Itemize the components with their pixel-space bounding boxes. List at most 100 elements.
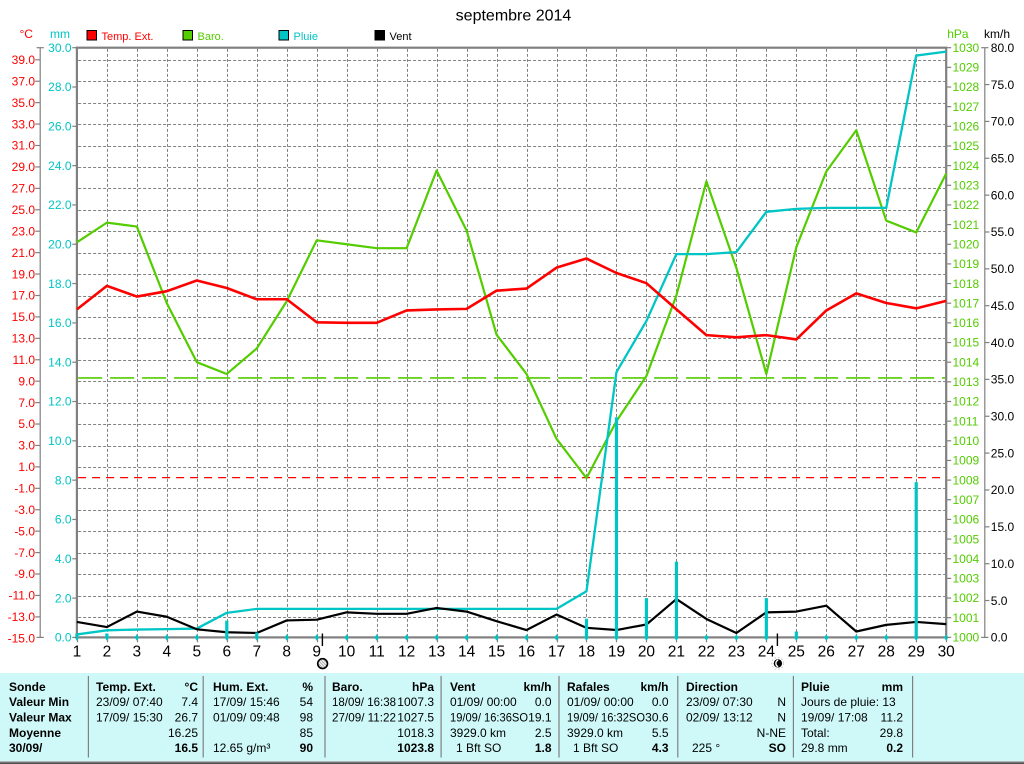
svg-text:19: 19 [608,644,625,661]
svg-text:30.0: 30.0 [991,409,1015,423]
svg-text:26: 26 [818,644,835,661]
svg-text:1016: 1016 [953,316,980,330]
svg-text:8.0: 8.0 [55,473,72,487]
svg-text:Valeur Max: Valeur Max [9,711,72,725]
svg-text:1022: 1022 [953,198,980,212]
svg-text:Hum. Ext.: Hum. Ext. [213,680,268,694]
svg-text:20.0: 20.0 [48,237,72,251]
svg-text:8: 8 [282,644,291,661]
svg-text:60.0: 60.0 [991,188,1015,202]
svg-text:Pluie: Pluie [801,680,830,694]
svg-text:2.5: 2.5 [535,726,552,740]
svg-text:27.0: 27.0 [12,182,36,196]
svg-text:7: 7 [252,644,261,661]
svg-text:39.0: 39.0 [12,53,36,67]
svg-text:5: 5 [192,644,201,661]
svg-text:3929.0 km: 3929.0 km [567,726,623,740]
svg-text:11.0: 11.0 [13,353,36,367]
svg-text:Jours de pluie: 13: Jours de pluie: 13 [801,695,896,709]
svg-text:19.1: 19.1 [528,711,552,725]
svg-text:1015: 1015 [953,336,980,350]
svg-text:01/09/ 00:00: 01/09/ 00:00 [567,695,634,709]
svg-text:-13.0: -13.0 [8,610,36,624]
svg-text:01/09/ 00:00: 01/09/ 00:00 [450,695,517,709]
svg-text:50.0: 50.0 [991,262,1015,276]
svg-text:35.0: 35.0 [991,373,1015,387]
svg-text:23: 23 [728,644,745,661]
svg-text:18/09/ 16:38: 18/09/ 16:38 [332,695,396,709]
svg-text:1021: 1021 [953,218,980,232]
svg-text:1017: 1017 [953,296,980,310]
svg-text:5.5: 5.5 [652,726,669,740]
svg-text:-7.0: -7.0 [14,546,35,560]
svg-text:mm: mm [50,27,70,41]
svg-text:1025: 1025 [953,139,980,153]
svg-text:23/09/ 07:40: 23/09/ 07:40 [96,695,163,709]
svg-text:19.0: 19.0 [12,267,36,281]
svg-text:0.0: 0.0 [535,695,552,709]
svg-text:Direction: Direction [686,680,738,694]
svg-text:10.0: 10.0 [991,557,1015,571]
svg-text:19/09/ 17:08: 19/09/ 17:08 [801,711,868,725]
svg-text:16.25: 16.25 [168,726,198,740]
svg-text:30.6: 30.6 [645,711,669,725]
svg-text:3929.0 km: 3929.0 km [450,726,506,740]
svg-text:18: 18 [578,644,595,661]
svg-text:2: 2 [103,644,112,661]
svg-text:4.3: 4.3 [652,741,669,755]
svg-text:Vent: Vent [450,680,475,694]
svg-text:35.0: 35.0 [12,96,36,110]
svg-text:1011: 1011 [953,414,979,428]
svg-text:2.0: 2.0 [55,591,72,605]
svg-text:16.5: 16.5 [175,741,199,755]
svg-text:17/09/ 15:30: 17/09/ 15:30 [96,711,163,725]
svg-text:02/09/ 13:12: 02/09/ 13:12 [686,711,753,725]
svg-text:21.0: 21.0 [12,246,36,260]
svg-text:Rafales: Rafales [567,680,610,694]
svg-text:km/h: km/h [640,680,668,694]
svg-text:1: 1 [73,644,82,661]
svg-text:1027: 1027 [953,100,980,114]
svg-text:14: 14 [458,644,476,661]
svg-text:30: 30 [938,644,956,661]
svg-text:29: 29 [908,644,925,661]
svg-text:1010: 1010 [953,434,980,448]
svg-text:18.0: 18.0 [48,277,72,291]
svg-text:24: 24 [758,644,776,661]
svg-text:hPa: hPa [412,680,434,694]
svg-text:31.0: 31.0 [12,139,36,153]
svg-text:45.0: 45.0 [991,299,1015,313]
svg-text:1026: 1026 [953,120,980,134]
svg-text:26.7: 26.7 [175,711,199,725]
svg-text:Baro.: Baro. [198,31,224,43]
svg-text:3.0: 3.0 [18,439,35,453]
svg-text:Valeur Min: Valeur Min [9,695,69,709]
svg-text:17: 17 [548,644,565,661]
svg-text:29.8: 29.8 [880,726,904,740]
svg-text:22: 22 [698,644,715,661]
svg-text:28: 28 [878,644,895,661]
svg-text:75.0: 75.0 [991,78,1015,92]
svg-text:5.0: 5.0 [18,417,35,431]
svg-text:1001: 1001 [953,611,980,625]
svg-text:0.0: 0.0 [652,695,669,709]
svg-text:6.0: 6.0 [55,513,72,527]
svg-text:90: 90 [300,741,314,755]
svg-text:1024: 1024 [953,159,980,173]
svg-text:29.8 mm: 29.8 mm [801,741,848,755]
svg-text:10: 10 [338,644,356,661]
svg-text:11: 11 [369,644,385,661]
svg-text:km/h: km/h [984,27,1010,41]
svg-text:17/09/ 15:46: 17/09/ 15:46 [213,695,280,709]
svg-text:0.2: 0.2 [886,741,903,755]
svg-text:22.0: 22.0 [48,198,72,212]
svg-text:1007.3: 1007.3 [397,695,434,709]
svg-text:1.8: 1.8 [535,741,552,755]
svg-text:30/09/: 30/09/ [9,741,43,755]
svg-text:Sonde: Sonde [9,680,46,694]
svg-text:24.0: 24.0 [48,159,72,173]
svg-text:55.0: 55.0 [991,225,1015,239]
svg-text:hPa: hPa [947,27,969,41]
svg-text:-15.0: -15.0 [8,632,36,646]
svg-text:°C: °C [185,680,199,694]
